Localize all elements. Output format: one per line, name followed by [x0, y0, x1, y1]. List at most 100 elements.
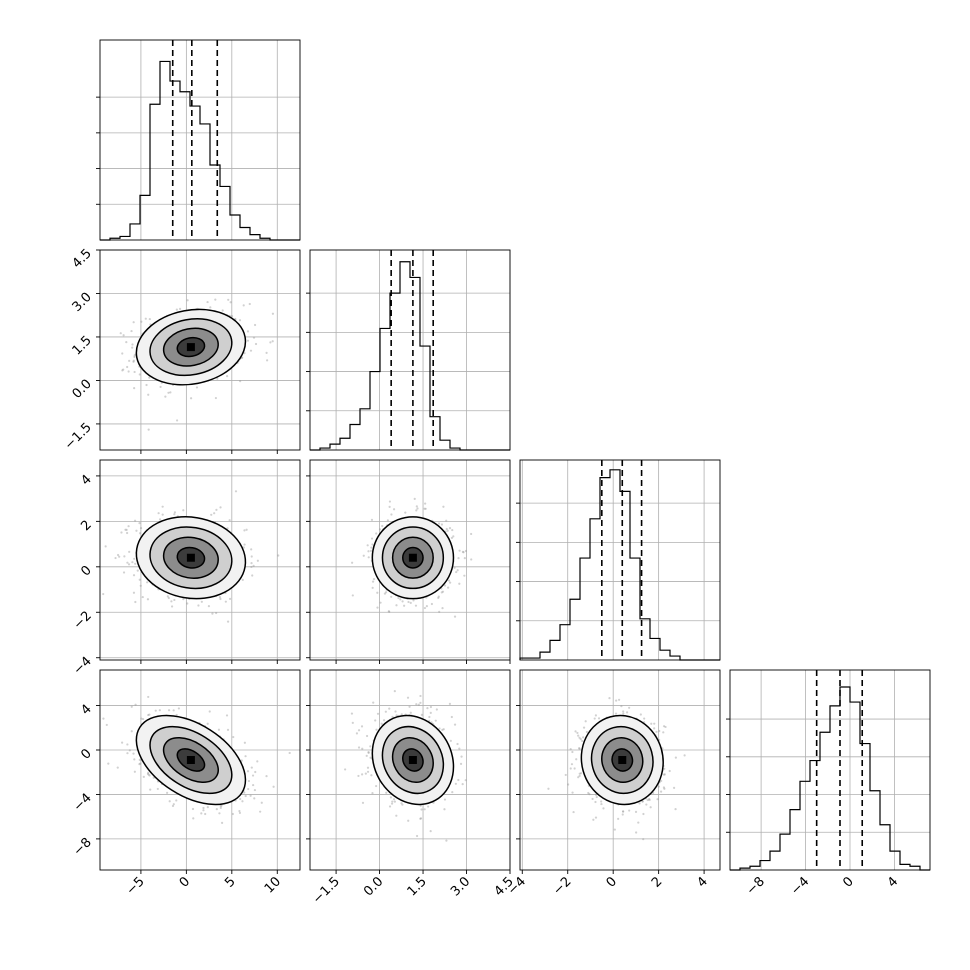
sample-point — [613, 828, 616, 831]
sample-point — [202, 806, 205, 810]
sample-point — [578, 746, 581, 750]
sample-point — [415, 509, 418, 512]
sample-point — [387, 610, 390, 613]
sample-point — [243, 791, 246, 794]
sample-point — [427, 805, 430, 808]
sample-point — [131, 561, 134, 564]
sample-point — [374, 719, 377, 722]
sample-point — [138, 578, 141, 581]
sample-point — [146, 598, 150, 601]
sample-point — [133, 519, 137, 522]
sample-point — [138, 532, 142, 535]
sample-point — [272, 785, 275, 788]
sample-point — [130, 329, 133, 333]
sample-point — [142, 717, 145, 721]
sample-point — [246, 339, 250, 342]
sample-point — [215, 611, 218, 615]
sample-point — [397, 596, 400, 600]
sample-point — [175, 799, 178, 802]
sample-point — [226, 527, 229, 530]
sample-point — [388, 707, 391, 710]
sample-point — [158, 518, 162, 521]
sample-point — [602, 807, 605, 810]
sample-point — [407, 819, 410, 822]
histogram-panel-1 — [306, 249, 511, 451]
sample-point — [367, 556, 370, 559]
sample-point — [391, 800, 394, 803]
sample-point — [138, 373, 141, 376]
sample-point — [457, 556, 460, 560]
y-tick-label: 1.5 — [70, 333, 95, 358]
sample-point — [271, 340, 274, 343]
sample-point — [128, 550, 131, 553]
sample-point — [127, 563, 131, 566]
sample-point — [409, 601, 412, 604]
sample-point — [600, 800, 603, 803]
sample-point — [248, 302, 251, 306]
sample-point — [152, 776, 155, 779]
sample-point — [164, 395, 167, 398]
sample-point — [171, 804, 175, 808]
sample-point — [662, 773, 666, 776]
sample-point — [642, 838, 645, 841]
x-tick-label: 5 — [222, 874, 238, 890]
sample-point — [445, 527, 448, 531]
sample-point — [133, 354, 136, 357]
histogram-step-1 — [310, 261, 510, 451]
sample-point — [138, 763, 141, 766]
sample-point — [600, 802, 603, 806]
sample-point — [437, 595, 440, 598]
sample-point — [362, 554, 365, 557]
sample-point — [133, 758, 136, 761]
sample-point — [578, 736, 581, 739]
sample-point — [131, 346, 134, 349]
sample-point — [662, 725, 666, 728]
sample-point — [412, 599, 415, 602]
sample-point — [123, 555, 126, 558]
sample-point — [400, 713, 403, 716]
sample-point — [269, 341, 272, 344]
sample-point — [371, 791, 374, 795]
sample-point — [130, 730, 133, 733]
sample-point — [147, 773, 150, 776]
sample-point — [579, 772, 583, 775]
sample-point — [148, 317, 151, 321]
sample-point — [173, 598, 176, 602]
sample-point — [641, 800, 644, 803]
sample-point — [441, 590, 445, 593]
sample-point — [386, 519, 389, 522]
x-tick-label: 0 — [177, 874, 193, 890]
sample-point — [660, 779, 663, 783]
sample-point — [375, 728, 378, 731]
x-tick-label: 0.0 — [361, 874, 386, 899]
sample-point — [271, 312, 275, 315]
sample-point — [229, 301, 232, 304]
histogram-step-0 — [100, 60, 300, 241]
sample-point — [215, 508, 218, 511]
sample-point — [247, 787, 250, 791]
sample-point — [595, 795, 598, 799]
x-tick-label: 0 — [840, 874, 856, 890]
sample-point — [454, 782, 457, 785]
sample-point — [442, 728, 445, 731]
sample-point — [622, 712, 625, 715]
sample-point — [132, 574, 136, 577]
sample-point — [249, 349, 253, 352]
sample-point — [406, 696, 410, 699]
panel-frame — [519, 459, 721, 661]
sample-point — [578, 774, 581, 777]
sample-point — [460, 755, 463, 758]
sample-point — [582, 736, 585, 739]
sample-point — [254, 342, 258, 346]
x-tick-label: 3.0 — [448, 874, 473, 899]
sample-point — [384, 591, 388, 594]
sample-point — [370, 546, 373, 549]
sample-point — [245, 528, 248, 531]
sample-point — [226, 620, 230, 623]
sample-point — [378, 528, 382, 531]
sample-point — [189, 397, 193, 400]
sample-point — [425, 605, 428, 608]
sample-point — [126, 743, 129, 746]
y-tick-label: −2 — [71, 608, 95, 632]
